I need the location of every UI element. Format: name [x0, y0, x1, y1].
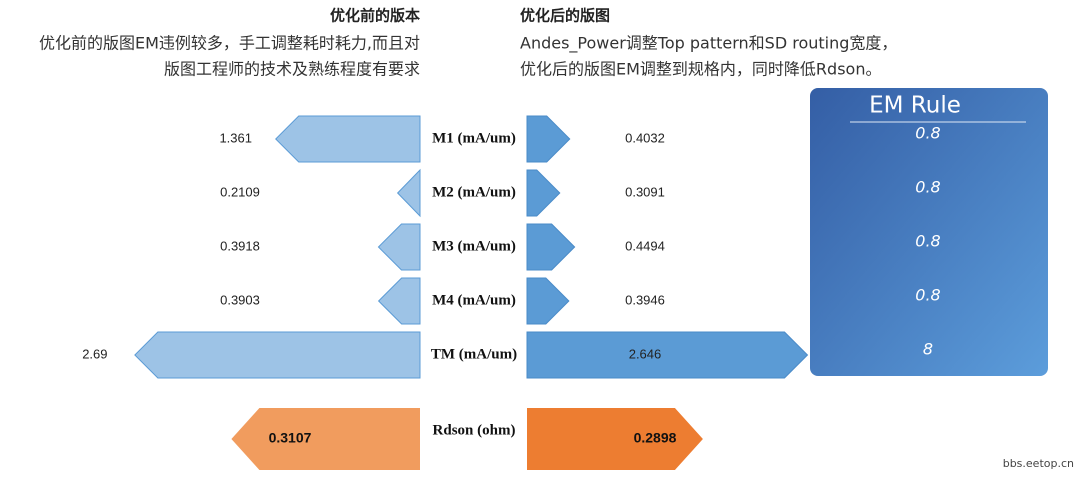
bar: [526, 277, 570, 325]
bar: [526, 115, 571, 163]
em-rule-value: 0.8: [915, 286, 940, 305]
em-rule-title: EM Rule: [869, 93, 961, 119]
value-label: 2.646: [629, 346, 662, 361]
value-label: 0.2109: [220, 184, 260, 199]
bar: [231, 408, 420, 470]
bar: [526, 169, 561, 217]
category-label: M2 (mA/um): [432, 184, 516, 200]
value-label: 0.3946: [625, 292, 665, 307]
value-label: 0.3107: [269, 430, 312, 446]
before-title: 优化前的版本: [330, 7, 420, 25]
watermark: bbs.eetop.cn: [1003, 457, 1074, 470]
value-label: 0.3903: [220, 292, 260, 307]
category-label: M4 (mA/um): [432, 292, 516, 308]
bar: [134, 331, 421, 379]
em-rule-box: [810, 88, 1048, 376]
category-label: TM (mA/um): [431, 346, 517, 362]
bar: [526, 223, 576, 271]
value-label: 0.2898: [634, 430, 677, 446]
after-text: 优化后的版图EM调整到规格内，同时降低Rdson。: [520, 60, 881, 79]
value-label: 0.3918: [220, 238, 260, 253]
after-text: Andes_Power调整Top pattern和SD routing宽度，: [520, 34, 897, 54]
value-label: 0.3091: [625, 184, 665, 199]
category-label: M1 (mA/um): [432, 130, 516, 146]
value-label: 2.69: [82, 346, 107, 361]
before-text: 版图工程师的技术及熟练程度有要求: [164, 60, 420, 79]
value-label: 0.4494: [625, 238, 665, 253]
em-rule-value: 8: [923, 340, 933, 359]
value-label: 1.361: [219, 130, 252, 145]
em-rule-value: 0.8: [915, 232, 940, 251]
category-label: M3 (mA/um): [432, 238, 516, 254]
bar: [396, 168, 421, 218]
value-label: 0.4032: [625, 130, 665, 145]
after-title: 优化后的版图: [520, 7, 610, 25]
bar: [377, 223, 421, 271]
bar: [275, 115, 421, 163]
category-label: Rdson (ohm): [433, 422, 516, 438]
bar: [527, 408, 703, 470]
em-rule-value: 0.8: [915, 178, 940, 197]
em-rule-value: 0.8: [915, 124, 940, 143]
bar: [377, 277, 421, 325]
before-text: 优化前的版图EM违例较多，手工调整耗时耗力,而且对: [39, 34, 420, 53]
bar: [526, 331, 809, 379]
